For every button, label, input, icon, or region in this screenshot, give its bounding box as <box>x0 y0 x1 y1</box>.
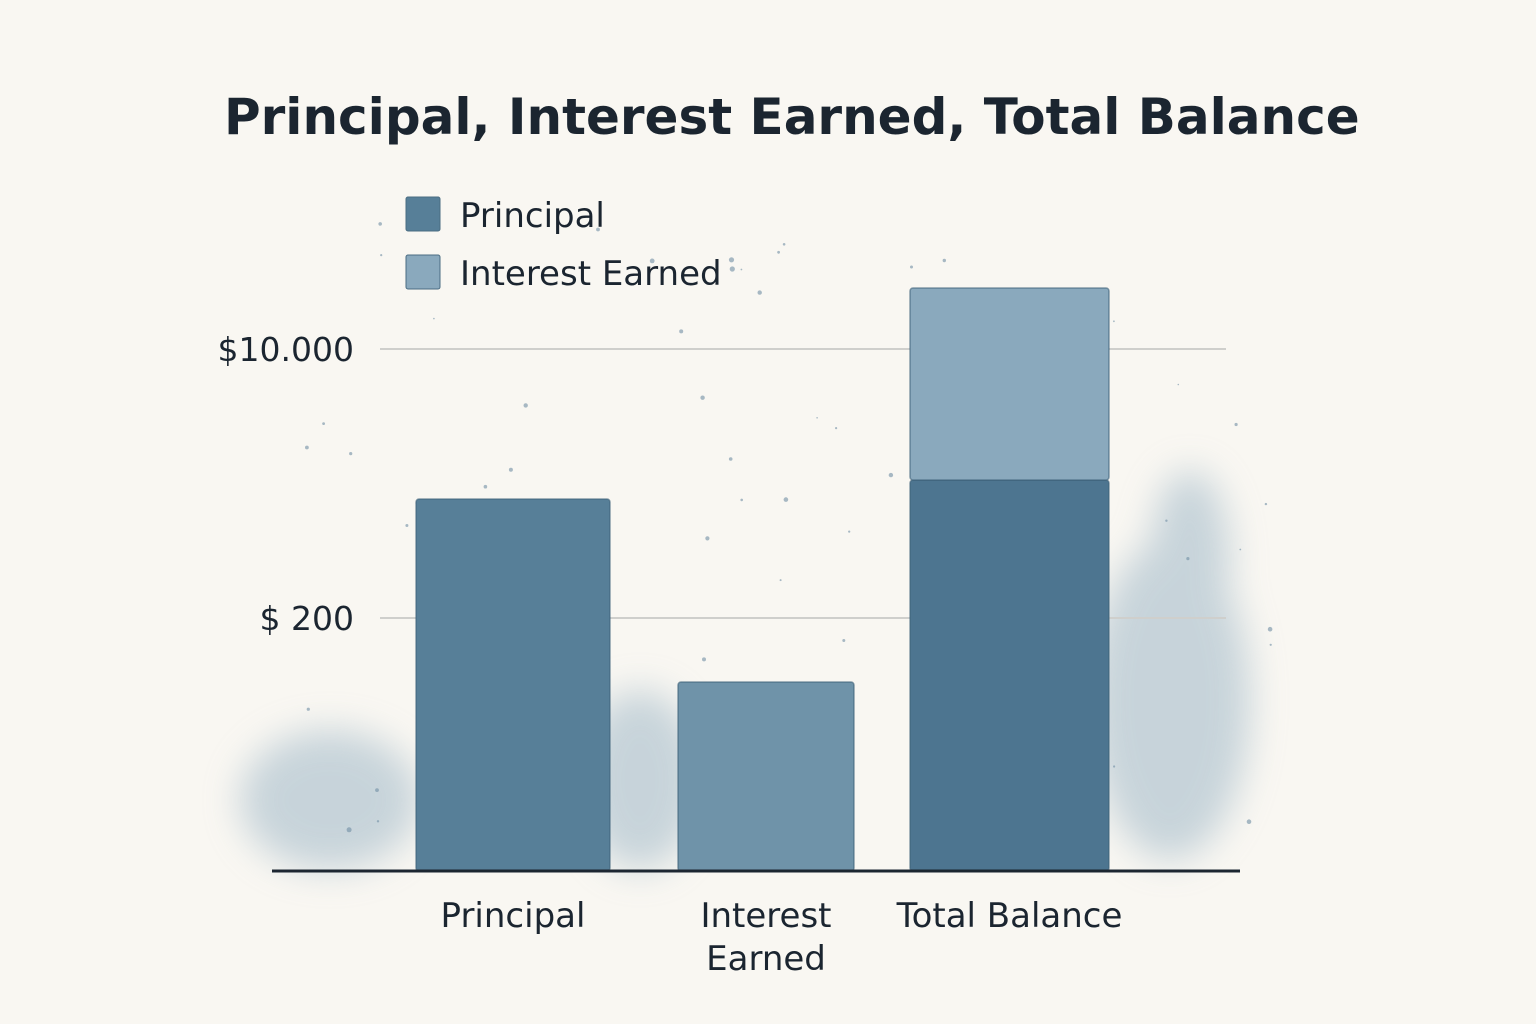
speckle <box>705 536 710 541</box>
speckle <box>679 329 684 334</box>
legend-swatch <box>405 254 441 290</box>
speckle <box>1264 502 1268 506</box>
speckle <box>779 579 782 582</box>
bar-principal-0 <box>415 498 611 872</box>
speckle <box>757 290 762 295</box>
speckle <box>910 265 913 269</box>
speckle <box>349 452 353 456</box>
speckle <box>728 257 735 263</box>
speckle <box>777 250 780 254</box>
speckle <box>1186 557 1190 561</box>
legend: Principal Interest Earned <box>405 196 722 294</box>
speckle <box>782 243 786 246</box>
speckle <box>596 227 600 232</box>
x-tick-label: Total Balance <box>896 896 1123 936</box>
speckle <box>1269 643 1272 646</box>
speckle <box>322 422 325 425</box>
speckle <box>728 457 733 461</box>
speckle <box>508 467 513 472</box>
speckle <box>378 222 383 226</box>
speckle <box>702 657 706 662</box>
speckle <box>433 317 435 320</box>
wash-blob <box>240 730 420 870</box>
speckle <box>1177 383 1180 386</box>
speckle <box>1234 422 1238 427</box>
bar-principal-2 <box>909 479 1110 872</box>
speckle <box>848 530 851 533</box>
speckle <box>740 268 743 271</box>
speckle <box>942 258 946 263</box>
speckle <box>306 707 310 711</box>
wash-blob <box>1150 470 1230 650</box>
speckle <box>783 497 789 502</box>
speckle <box>835 427 838 430</box>
y-tick-label: $ 200 <box>260 599 354 638</box>
chart-title: Principal, Interest Earned, Total Balanc… <box>224 88 1360 146</box>
legend-label: Interest Earned <box>460 254 722 294</box>
speckle <box>523 403 528 408</box>
speckle <box>1267 626 1273 632</box>
x-tick-label: Earned <box>706 939 826 979</box>
speckle <box>649 258 655 264</box>
bar-interest-earned-2 <box>909 287 1110 481</box>
speckle <box>842 639 846 642</box>
speckle <box>405 524 409 527</box>
speckle <box>1239 548 1242 551</box>
legend-label: Principal <box>460 196 605 236</box>
speckle <box>380 254 383 257</box>
speckle <box>305 445 309 450</box>
speckle <box>1113 765 1116 768</box>
speckle <box>816 417 818 419</box>
speckle <box>888 472 894 478</box>
x-tick-label: Interest <box>700 896 831 936</box>
speckle <box>740 498 743 502</box>
speckle <box>375 788 379 792</box>
speckle <box>1246 819 1252 824</box>
speckle <box>1113 320 1115 323</box>
speckle <box>483 484 488 489</box>
bars <box>415 287 1110 872</box>
speckle <box>700 395 705 400</box>
speckle <box>729 266 735 272</box>
bar-interest-earned-1 <box>677 681 855 872</box>
y-tick-label: $10.000 <box>218 330 354 369</box>
speckle <box>346 827 352 833</box>
x-tick-label: Principal <box>441 896 586 936</box>
speckle <box>376 820 380 823</box>
y-axis-ticks: $ 200 $10.000 <box>218 330 354 638</box>
legend-swatch <box>405 196 441 232</box>
speckle <box>1165 519 1168 522</box>
